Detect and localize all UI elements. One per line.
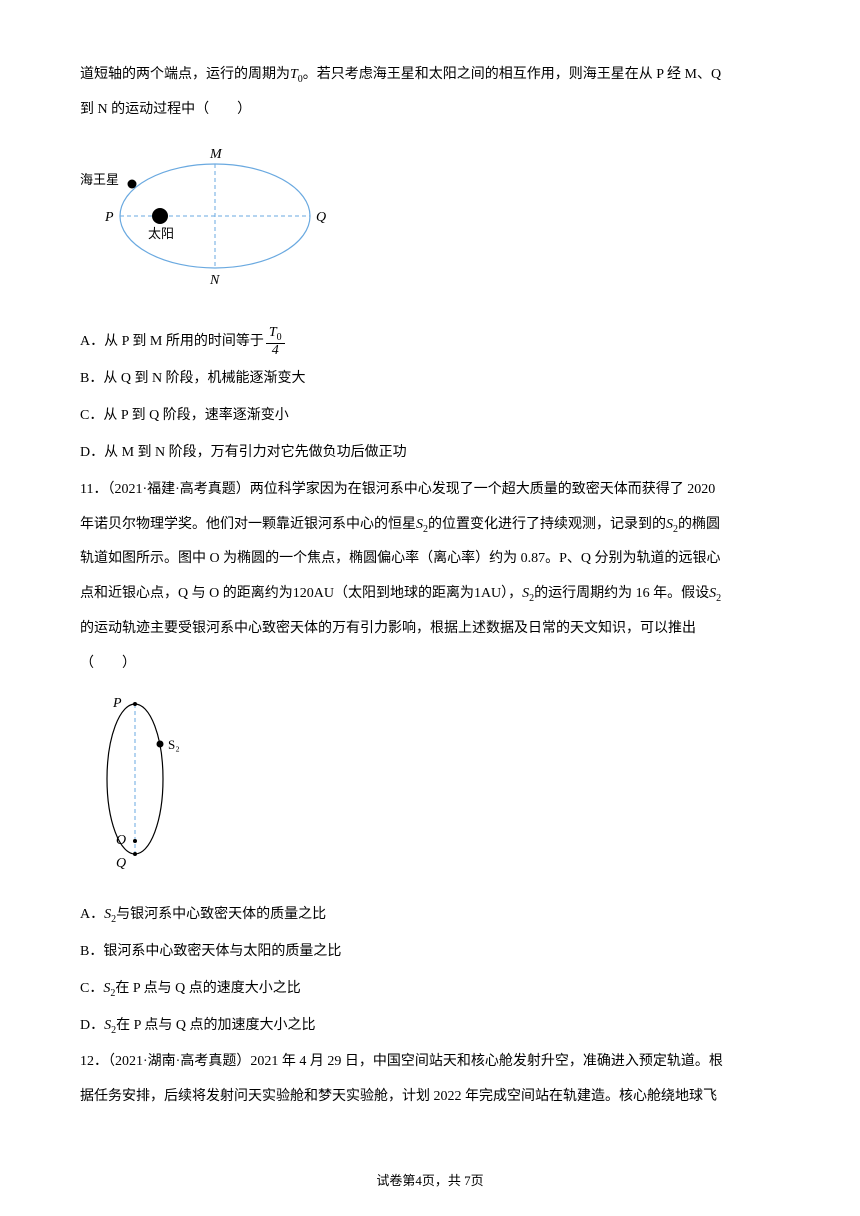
text: 点和近银心点，Q 与 O 的距离约为120AU（太阳到地球的距离为1AU）， xyxy=(80,586,522,601)
text: A． xyxy=(80,907,104,922)
q11-option-a: A．S2与银河系中心致密天体的质量之比 xyxy=(80,900,780,931)
svg-text:太阳: 太阳 xyxy=(148,226,174,241)
text: 的运行周期约为 16 年。假设 xyxy=(534,586,709,601)
q10-intro-line1: 道短轴的两个端点，运行的周期为T0。若只考虑海王星和太阳之间的相互作用，则海王星… xyxy=(80,60,780,91)
svg-text:Q: Q xyxy=(116,856,126,869)
text: 的椭圆 xyxy=(678,517,720,532)
svg-text:Q: Q xyxy=(316,210,326,225)
q12-line2: 据任务安排，后续将发射问天实验舱和梦天实验舱，计划 2022 年完成空间站在轨建… xyxy=(80,1082,780,1113)
t0-symbol: T0 xyxy=(290,67,303,82)
text: D． xyxy=(80,1018,104,1033)
text: C． xyxy=(80,981,103,996)
diagram-s2-orbit: P S₂ O Q xyxy=(80,689,780,882)
q11-line4: 点和近银心点，Q 与 O 的距离约为120AU（太阳到地球的距离为1AU），S2… xyxy=(80,579,780,610)
svg-text:P: P xyxy=(112,696,122,711)
q10-option-a: A．从 P 到 M 所用的时间等于T04 xyxy=(80,326,780,358)
svg-text:P: P xyxy=(104,210,114,225)
text: 道短轴的两个端点，运行的周期为 xyxy=(80,67,290,82)
q11-line2: 年诺贝尔物理学奖。他们对一颗靠近银河系中心的恒星S2的位置变化进行了持续观测，记… xyxy=(80,510,780,541)
q11-line3: 轨道如图所示。图中 O 为椭圆的一个焦点，椭圆偏心率（离心率）约为 0.87。P… xyxy=(80,544,780,575)
text: 的位置变化进行了持续观测，记录到的 xyxy=(428,517,666,532)
q11-line1: 11．（2021·福建·高考真题）两位科学家因为在银河系中心发现了一个超大质量的… xyxy=(80,475,780,506)
q11-option-c: C．S2在 P 点与 Q 点的速度大小之比 xyxy=(80,974,780,1005)
q11-option-b: B．银河系中心致密天体与太阳的质量之比 xyxy=(80,937,780,968)
svg-text:M: M xyxy=(209,147,223,162)
q10-option-d: D．从 M 到 N 阶段，万有引力对它先做负功后做正功 xyxy=(80,438,780,469)
svg-text:O: O xyxy=(116,833,126,848)
text: 在 P 点与 Q 点的速度大小之比 xyxy=(115,981,300,996)
text: 在 P 点与 Q 点的加速度大小之比 xyxy=(116,1018,315,1033)
q10-option-b: B．从 Q 到 N 阶段，机械能逐渐变大 xyxy=(80,364,780,395)
svg-text:海王星: 海王星 xyxy=(80,172,119,187)
q10-intro-line2: 到 N 的运动过程中（ ） xyxy=(80,95,780,126)
q11-option-d: D．S2在 P 点与 Q 点的加速度大小之比 xyxy=(80,1011,780,1042)
text: A．从 P 到 M 所用的时间等于 xyxy=(80,335,264,350)
q11-line6: （ ） xyxy=(80,649,780,680)
q12-line1: 12．（2021·湖南·高考真题）2021 年 4 月 29 日，中国空间站天和… xyxy=(80,1047,780,1078)
diagram-neptune-orbit: 海王星 太阳 P Q M N xyxy=(80,136,780,309)
q10-option-c: C．从 P 到 Q 阶段，速率逐渐变小 xyxy=(80,401,780,432)
text: 年诺贝尔物理学奖。他们对一颗靠近银河系中心的恒星 xyxy=(80,517,416,532)
text: 。若只考虑海王星和太阳之间的相互作用，则海王星在从 P 经 M、Q xyxy=(303,67,721,82)
svg-text:S₂: S₂ xyxy=(168,737,180,752)
text: 与银河系中心致密天体的质量之比 xyxy=(116,907,326,922)
page-footer: 试卷第4页，共 7页 xyxy=(0,1167,860,1196)
svg-text:N: N xyxy=(209,273,220,288)
q11-line5: 的运动轨迹主要受银河系中心致密天体的万有引力影响，根据上述数据及日常的天文知识，… xyxy=(80,614,780,645)
